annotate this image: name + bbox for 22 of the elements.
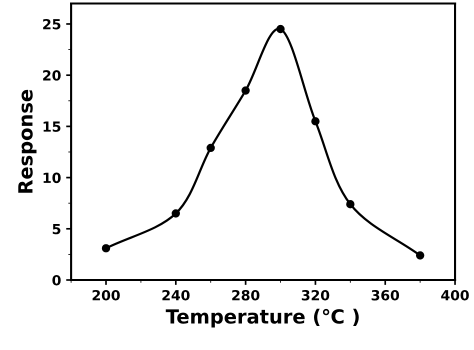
x-axis-title: Temperature (℃ ) [166,308,359,328]
x-tick-label: 200 [92,290,120,300]
point [276,24,285,34]
y-tick-label: 15 [44,122,60,132]
point [241,86,250,95]
y-tick-label: 10 [44,172,61,184]
point [206,144,215,152]
point [416,251,424,260]
x-tick-label: 400 [441,290,469,300]
point [102,244,110,252]
y-axis-title: Response [18,90,36,193]
y-tick-label: 20 [43,70,61,81]
point [346,200,354,208]
x-tick-label: 240 [162,290,190,300]
point [172,209,180,218]
y-tick-label: 0 [52,274,61,286]
y-tick-label: 25 [43,18,60,30]
x-tick-label: 280 [232,290,260,300]
x-tick-label: 320 [302,290,330,300]
x-tick-label: 360 [372,290,400,300]
y-tick-label: 5 [52,224,60,234]
point [311,117,320,126]
